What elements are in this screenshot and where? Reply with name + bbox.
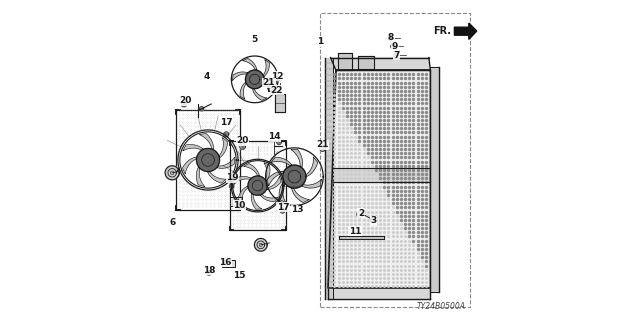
Polygon shape <box>454 23 477 39</box>
Polygon shape <box>291 149 303 167</box>
Polygon shape <box>260 195 278 202</box>
Polygon shape <box>388 36 393 40</box>
Text: 20: 20 <box>236 136 249 145</box>
Text: 5: 5 <box>252 35 258 44</box>
Text: 4: 4 <box>204 72 209 81</box>
Text: 2: 2 <box>358 209 364 218</box>
Text: 20: 20 <box>179 96 191 105</box>
Polygon shape <box>333 168 430 182</box>
Text: 1: 1 <box>317 37 324 46</box>
Text: 15: 15 <box>233 271 246 280</box>
Text: 13: 13 <box>291 205 304 214</box>
Bar <box>320 13 470 307</box>
Polygon shape <box>253 89 267 100</box>
Polygon shape <box>325 58 333 299</box>
Polygon shape <box>371 218 375 222</box>
Polygon shape <box>200 107 204 111</box>
Polygon shape <box>279 182 286 203</box>
Text: 21: 21 <box>316 140 328 149</box>
Text: 3: 3 <box>371 216 377 225</box>
Polygon shape <box>358 56 374 69</box>
Polygon shape <box>283 165 306 188</box>
Polygon shape <box>196 148 220 172</box>
Polygon shape <box>264 163 270 181</box>
Text: 11: 11 <box>349 227 362 236</box>
Polygon shape <box>268 85 273 91</box>
Text: TY24B0500A: TY24B0500A <box>417 302 466 311</box>
Polygon shape <box>181 101 187 107</box>
Polygon shape <box>182 157 196 174</box>
Polygon shape <box>220 138 228 157</box>
Polygon shape <box>230 184 234 188</box>
Polygon shape <box>264 60 269 76</box>
Polygon shape <box>328 70 430 288</box>
Polygon shape <box>246 70 264 89</box>
Bar <box>223 260 236 267</box>
Text: FR.: FR. <box>433 26 451 36</box>
Polygon shape <box>267 172 284 186</box>
Polygon shape <box>183 145 203 151</box>
Polygon shape <box>248 176 268 195</box>
Text: 12: 12 <box>271 72 283 81</box>
Polygon shape <box>244 164 259 176</box>
Polygon shape <box>232 72 248 81</box>
Polygon shape <box>208 172 227 183</box>
Text: 10: 10 <box>233 201 246 210</box>
Polygon shape <box>165 166 179 180</box>
Polygon shape <box>331 58 430 70</box>
Text: 19: 19 <box>226 173 239 182</box>
Text: 18: 18 <box>204 266 216 275</box>
Polygon shape <box>328 288 430 299</box>
Polygon shape <box>217 157 235 168</box>
Polygon shape <box>252 194 262 209</box>
Polygon shape <box>357 211 364 218</box>
Polygon shape <box>391 44 396 49</box>
Polygon shape <box>262 78 277 87</box>
Bar <box>230 197 242 206</box>
Polygon shape <box>302 179 322 188</box>
Text: 17: 17 <box>220 118 232 127</box>
Text: 22: 22 <box>271 86 283 95</box>
Polygon shape <box>280 208 285 213</box>
Polygon shape <box>275 94 285 112</box>
Text: 8: 8 <box>388 33 394 42</box>
Polygon shape <box>238 186 248 204</box>
Text: 17: 17 <box>277 203 289 212</box>
Polygon shape <box>339 236 384 239</box>
Text: 7: 7 <box>394 51 400 60</box>
Polygon shape <box>267 176 281 189</box>
Polygon shape <box>243 58 257 70</box>
Polygon shape <box>240 144 246 149</box>
Polygon shape <box>277 140 282 145</box>
Polygon shape <box>240 82 246 99</box>
Polygon shape <box>234 176 251 185</box>
Text: 9: 9 <box>392 42 398 51</box>
Polygon shape <box>200 133 214 149</box>
Polygon shape <box>394 53 398 57</box>
Polygon shape <box>224 132 229 137</box>
Text: 14: 14 <box>268 132 281 141</box>
Text: 16: 16 <box>219 258 231 267</box>
Polygon shape <box>292 188 309 203</box>
Polygon shape <box>320 146 326 151</box>
Text: 6: 6 <box>170 218 176 227</box>
Text: 21: 21 <box>262 78 275 87</box>
Polygon shape <box>430 67 440 292</box>
Polygon shape <box>207 270 211 275</box>
Polygon shape <box>196 167 205 187</box>
Polygon shape <box>339 53 352 70</box>
Polygon shape <box>307 157 317 177</box>
Polygon shape <box>255 238 268 251</box>
Polygon shape <box>271 157 292 165</box>
